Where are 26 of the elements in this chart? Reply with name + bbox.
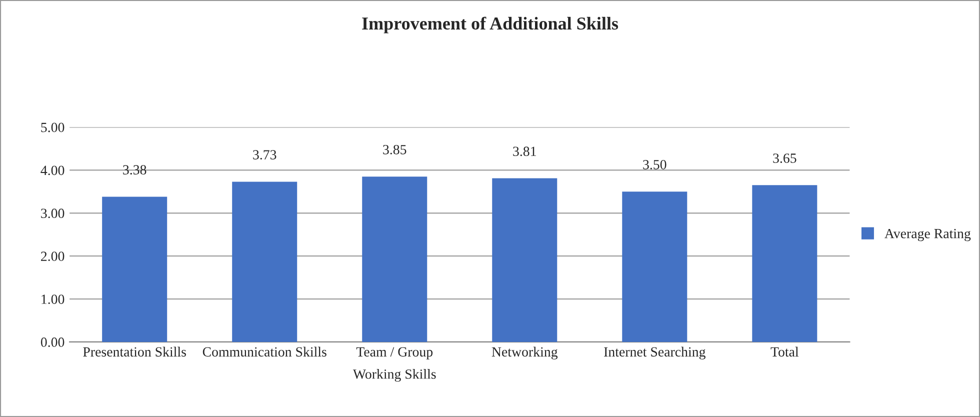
x-tick-label: Communication Skills <box>202 346 326 357</box>
bar <box>622 192 688 342</box>
bar <box>492 178 558 342</box>
data-label: 3.85 <box>383 144 406 154</box>
x-tick-label: Total <box>770 346 799 357</box>
data-label: 3.65 <box>773 154 796 163</box>
x-tick-label: Presentation Skills <box>83 346 186 357</box>
y-tick-label: 0.00 <box>40 338 64 347</box>
legend-label: Average Rating <box>884 228 971 242</box>
y-tick-label: 2.00 <box>41 252 64 262</box>
y-tick-label: 4.00 <box>40 166 64 176</box>
x-tick-label: Internet Searching <box>604 346 706 360</box>
x-tick-label: Networking <box>492 346 558 360</box>
bar <box>362 176 428 342</box>
y-tick-label: 1.00 <box>42 294 64 304</box>
bar <box>752 185 818 342</box>
data-label: 3.38 <box>123 165 146 175</box>
y-tick-label: 3.00 <box>41 208 64 218</box>
data-label: 3.73 <box>253 150 276 160</box>
data-label: 3.81 <box>513 146 536 156</box>
chart-title: Improvement of Additional Skills <box>362 16 618 34</box>
bar <box>102 196 168 342</box>
x-tick-label: Team / Group Working Skills <box>352 347 436 382</box>
bar <box>232 182 298 342</box>
data-label: 3.50 <box>643 160 666 170</box>
y-tick-label: 5.00 <box>41 122 64 132</box>
